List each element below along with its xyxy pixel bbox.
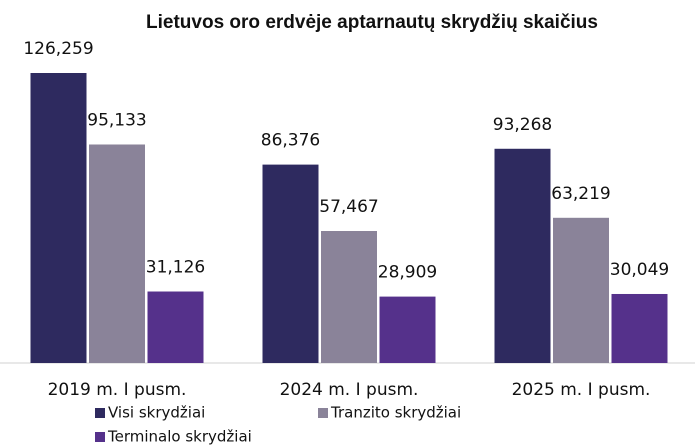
bar (611, 293, 668, 363)
legend-label: Visi skrydžiai (108, 404, 205, 422)
bar (147, 291, 204, 363)
legend-label: Terminalo skrydžiai (107, 428, 252, 446)
bar (321, 231, 377, 363)
value-label: 30,049 (610, 260, 669, 280)
x-tick-label: 2025 m. I pusm. (512, 380, 651, 400)
x-tick-label: 2024 m. I pusm. (280, 380, 419, 400)
value-label: 86,376 (261, 131, 320, 151)
value-label: 31,126 (146, 258, 205, 278)
legend-swatch (318, 408, 328, 418)
legend-swatch (95, 432, 105, 442)
value-label: 28,909 (378, 263, 437, 283)
value-label: 126,259 (23, 39, 93, 59)
bar (494, 148, 551, 363)
legend-swatch (95, 408, 105, 418)
value-label: 63,219 (551, 184, 610, 204)
value-label: 57,467 (319, 197, 378, 217)
x-tick-label: 2019 m. I pusm. (48, 380, 187, 400)
value-label: 95,133 (87, 110, 146, 130)
bar (262, 164, 319, 363)
bar (30, 73, 87, 363)
bar (553, 217, 609, 363)
value-label: 93,268 (493, 115, 552, 135)
legend-label: Tranzito skrydžiai (330, 404, 461, 422)
chart-title: Lietuvos oro erdvėje aptarnautų skrydžių… (146, 12, 598, 33)
bar (379, 296, 436, 363)
bar (89, 144, 145, 363)
